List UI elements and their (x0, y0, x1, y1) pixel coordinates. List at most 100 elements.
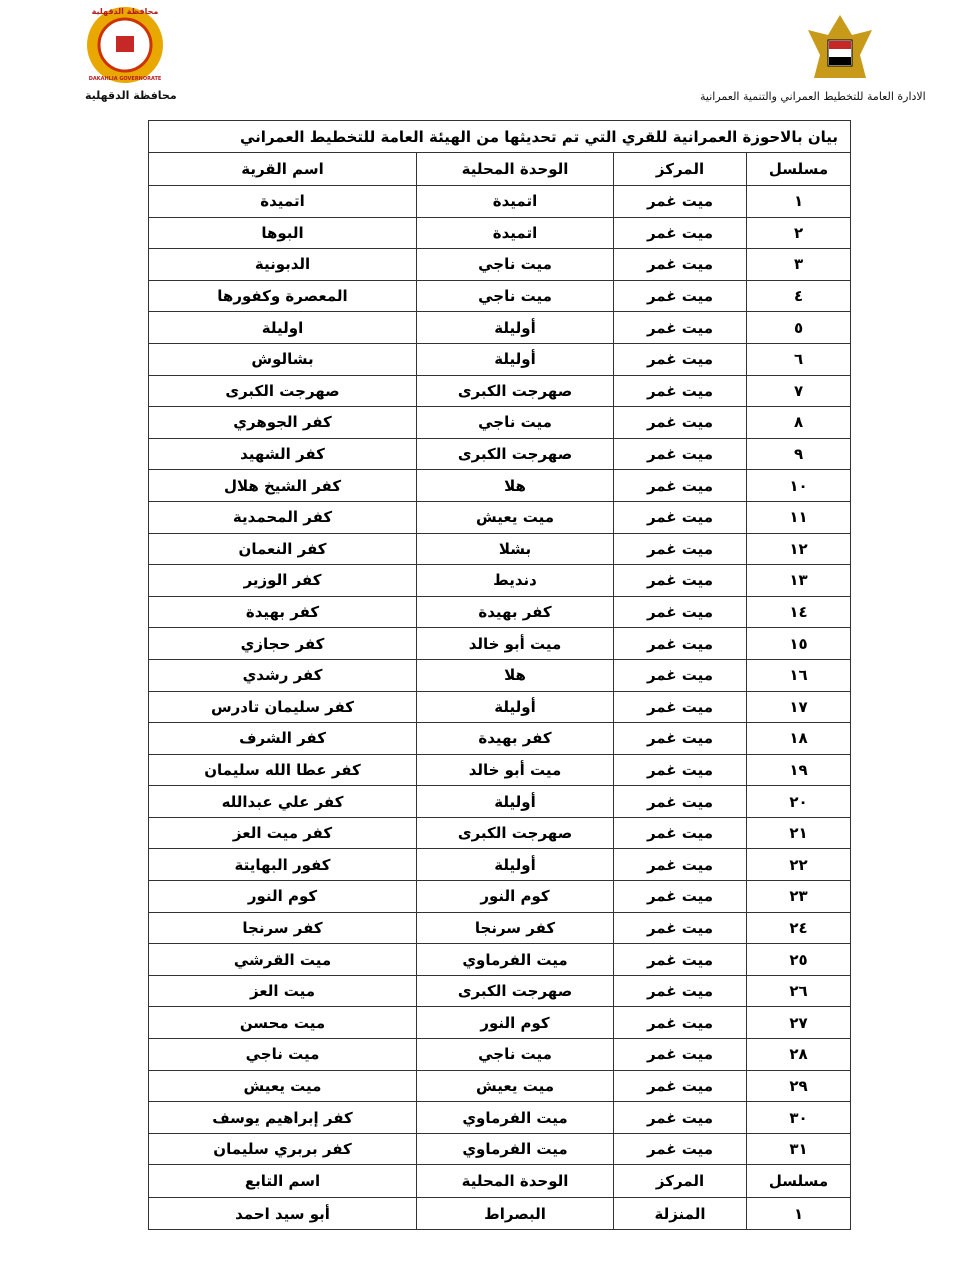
cell: ٦ (746, 342, 852, 376)
cell: بشالوش (147, 342, 418, 376)
cell: هلا (416, 469, 615, 502)
data-row: ٢٢ ميت غمر أوليلة كفور البهايتة (147, 848, 852, 882)
data-row: ٢٨ ميت غمر ميت ناجي ميت ناجي (147, 1038, 852, 1071)
cell: ميت العز (147, 974, 418, 1008)
table-title: بيان بالاحوزة العمرانية للقري التي تم تح… (147, 120, 852, 153)
title-row: بيان بالاحوزة العمرانية للقري التي تم تح… (147, 120, 852, 153)
cell: الدبونية (147, 248, 418, 281)
cell: ميت القرشي (147, 943, 418, 976)
cell: ميت غمر (613, 943, 748, 976)
cell: كفور البهايتة (147, 848, 418, 882)
cell: ١١ (746, 500, 852, 534)
cell: أوليلة (416, 690, 615, 724)
cell: ١٦ (746, 658, 852, 692)
cell: أوليلة (416, 311, 615, 344)
cell: ميت غمر (613, 658, 748, 692)
governorate-logo: محافظة الدقهلية DAKAHLIA GOVERNORATE (87, 7, 163, 83)
column-header: مسلسل (746, 1164, 852, 1199)
cell: كفر عطا الله سليمان (147, 753, 418, 787)
data-row: ٣ ميت غمر ميت ناجي الدبونية (147, 248, 852, 281)
cell: ميت غمر (613, 279, 748, 313)
cell: كفر المحمدية (147, 500, 418, 534)
cell: كفر النعمان (147, 532, 418, 566)
cell: ميت غمر (613, 690, 748, 724)
cell: ١٣ (746, 564, 852, 597)
cell: ميت غمر (613, 564, 748, 597)
cell: ٢٧ (746, 1006, 852, 1040)
cell: اتميدة (147, 185, 418, 218)
cell: ميت غمر (613, 216, 748, 250)
header-row: مسلسل المركز الوحدة المحلية اسم القرية (147, 152, 852, 186)
cell: ميت غمر (613, 722, 748, 755)
cell: ميت ناجي (416, 1038, 615, 1071)
cell: كفر حجازي (147, 627, 418, 660)
cell: ميت الفرماوي (416, 943, 615, 976)
data-row: ١ ميت غمر اتميدة اتميدة (147, 185, 852, 218)
cell: ١ (746, 185, 852, 218)
cell: كفر الوزير (147, 564, 418, 597)
data-row: ١٢ ميت غمر بشلا كفر النعمان (147, 532, 852, 566)
column-header: المركز (613, 1164, 748, 1199)
cell: أوليلة (416, 785, 615, 818)
flag-black (829, 57, 851, 65)
cell: ١٧ (746, 690, 852, 724)
cell: ١٤ (746, 595, 852, 629)
data-row: ٩ ميت غمر صهرجت الكبرى كفر الشهيد (147, 437, 852, 471)
data-row: ١٣ ميت غمر دنديط كفر الوزير (147, 564, 852, 597)
cell: اوليلة (147, 311, 418, 344)
column-header: مسلسل (746, 152, 852, 186)
cell: كوم النور (416, 880, 615, 913)
cell: ميت غمر (613, 911, 748, 945)
cell: صهرجت الكبرى (416, 816, 615, 850)
data-row: ٢٧ ميت غمر كوم النور ميت محسن (147, 1006, 852, 1040)
cell: اتميدة (416, 185, 615, 218)
flag-red (829, 41, 851, 49)
data-row: ٣١ ميت غمر ميت الفرماوي كفر بربري سليمان (147, 1132, 852, 1166)
data-row: ٦ ميت غمر أوليلة بشالوش (147, 342, 852, 376)
cell: كفر بربري سليمان (147, 1132, 418, 1166)
cell: ٧ (746, 374, 852, 408)
cell: ٢٦ (746, 974, 852, 1008)
cell: ١٩ (746, 753, 852, 787)
cell: ميت غمر (613, 595, 748, 629)
cell: ميت ناجي (416, 248, 615, 281)
cell: ميت غمر (613, 1069, 748, 1103)
cell: ميت غمر (613, 848, 748, 882)
cell: ٤ (746, 279, 852, 313)
column-header: الوحدة المحلية (416, 1164, 615, 1199)
data-row: ١١ ميت غمر ميت يعيش كفر المحمدية (147, 500, 852, 534)
cell: كوم النور (416, 1006, 615, 1040)
data-row: ١ المنزلة البصراط أبو سيد احمد (147, 1197, 852, 1230)
data-row: ٧ ميت غمر صهرجت الكبرى صهرجت الكبرى (147, 374, 852, 408)
cell: كفر سرنجا (147, 911, 418, 945)
cell: كفر سليمان تادرس (147, 690, 418, 724)
cell: ٨ (746, 406, 852, 439)
cell: ميت غمر (613, 248, 748, 281)
cell: ٥ (746, 311, 852, 344)
cell: ٢٠ (746, 785, 852, 818)
cell: دنديط (416, 564, 615, 597)
cell: كفر بهيدة (416, 595, 615, 629)
cell: ميت غمر (613, 1006, 748, 1040)
data-row: ٢٠ ميت غمر أوليلة كفر علي عبدالله (147, 785, 852, 818)
cell: ميت أبو خالد (416, 753, 615, 787)
cell: ٢٣ (746, 880, 852, 913)
cell: أبو سيد احمد (147, 1197, 418, 1230)
cell: كفر علي عبدالله (147, 785, 418, 818)
column-header: الوحدة المحلية (416, 152, 615, 186)
cell: ميت غمر (613, 374, 748, 408)
cell: ٢٤ (746, 911, 852, 945)
data-row: ٢٦ ميت غمر صهرجت الكبرى ميت العز (147, 974, 852, 1008)
cell: ٩ (746, 437, 852, 471)
cell: البصراط (416, 1197, 615, 1230)
cell: أوليلة (416, 342, 615, 376)
cell: اتميدة (416, 216, 615, 250)
cell: ١٢ (746, 532, 852, 566)
cell: ميت يعيش (416, 1069, 615, 1103)
cell: ميت الفرماوي (416, 1132, 615, 1166)
header-row: مسلسل المركز الوحدة المحلية اسم التابع (147, 1164, 852, 1199)
column-header: اسم القرية (147, 152, 418, 186)
cell: هلا (416, 658, 615, 692)
governorate-name: محافظة الدقهلية (85, 89, 177, 102)
cell: ميت غمر (613, 1132, 748, 1166)
